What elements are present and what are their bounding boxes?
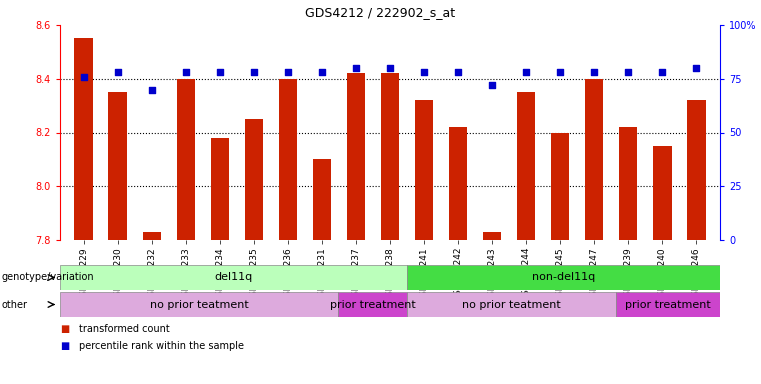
Bar — [415, 100, 433, 240]
Bar — [619, 127, 638, 240]
Point — [690, 65, 702, 71]
Point — [520, 69, 532, 75]
Text: prior treatment: prior treatment — [625, 300, 711, 310]
Text: no prior teatment: no prior teatment — [462, 300, 561, 310]
Text: other: other — [2, 300, 28, 310]
Point — [656, 69, 668, 75]
Point — [112, 69, 124, 75]
Bar — [177, 79, 196, 240]
Point — [78, 73, 90, 79]
Point — [418, 69, 430, 75]
Text: no prior teatment: no prior teatment — [150, 300, 248, 310]
Point — [486, 82, 498, 88]
Point — [588, 69, 600, 75]
Bar — [616, 292, 720, 317]
Bar — [449, 127, 467, 240]
Bar — [346, 73, 365, 240]
Bar — [75, 38, 93, 240]
Bar — [407, 265, 720, 290]
Point — [214, 69, 226, 75]
Bar — [584, 79, 603, 240]
Text: percentile rank within the sample: percentile rank within the sample — [79, 341, 244, 351]
Bar — [380, 73, 400, 240]
Bar — [687, 100, 705, 240]
Bar — [244, 119, 263, 240]
Point — [622, 69, 634, 75]
Point — [452, 69, 464, 75]
Point — [248, 69, 260, 75]
Text: del11q: del11q — [215, 273, 253, 283]
Point — [316, 69, 328, 75]
Text: genotype/variation: genotype/variation — [2, 273, 94, 283]
Bar — [60, 292, 338, 317]
Bar — [109, 92, 127, 240]
Text: GDS4212 / 222902_s_at: GDS4212 / 222902_s_at — [305, 6, 456, 19]
Point — [384, 65, 396, 71]
Point — [350, 65, 362, 71]
Text: ■: ■ — [60, 324, 69, 334]
Point — [146, 86, 158, 93]
Bar — [142, 232, 161, 240]
Text: non-del11q: non-del11q — [532, 273, 595, 283]
Bar — [482, 232, 501, 240]
Text: ■: ■ — [60, 341, 69, 351]
Bar — [551, 132, 569, 240]
Bar — [211, 138, 229, 240]
Bar — [313, 159, 331, 240]
Bar — [279, 79, 298, 240]
Bar — [338, 292, 407, 317]
Text: prior treatment: prior treatment — [330, 300, 416, 310]
Bar — [60, 265, 407, 290]
Point — [554, 69, 566, 75]
Bar — [517, 92, 536, 240]
Point — [282, 69, 294, 75]
Text: transformed count: transformed count — [79, 324, 170, 334]
Bar — [653, 146, 671, 240]
Bar — [407, 292, 616, 317]
Point — [180, 69, 192, 75]
